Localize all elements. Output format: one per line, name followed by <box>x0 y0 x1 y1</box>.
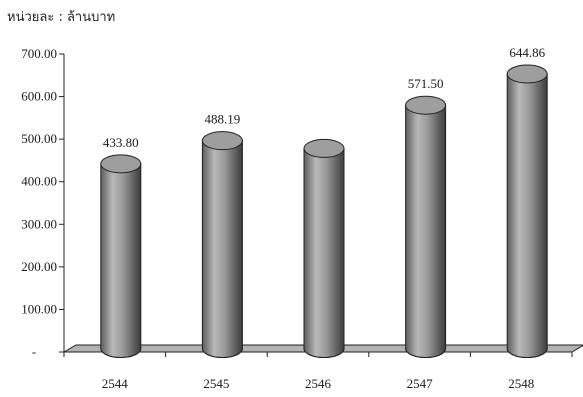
bar <box>100 154 142 358</box>
data-label: 571.50 <box>408 76 444 91</box>
bar <box>405 95 447 358</box>
data-label: 644.86 <box>509 45 545 60</box>
bar-top <box>100 154 142 174</box>
bar-top <box>506 64 548 84</box>
y-tick-label: 400.00 <box>21 174 57 189</box>
y-tick-label: 100.00 <box>21 301 57 316</box>
x-tick-label: 2546 <box>305 376 332 391</box>
y-tick-label: 500.00 <box>21 131 57 146</box>
bar <box>506 64 548 358</box>
bar-top <box>405 95 447 115</box>
y-tick-label: 300.00 <box>21 216 57 231</box>
bar-top <box>201 131 243 151</box>
x-tick-label: 2547 <box>407 376 434 391</box>
bar-body <box>506 73 548 358</box>
x-tick-label: 2545 <box>203 376 229 391</box>
data-label: 488.19 <box>205 112 241 127</box>
bar <box>201 131 243 358</box>
y-tick-label: 600.00 <box>21 89 57 104</box>
y-tick-label: 700.00 <box>21 46 57 61</box>
bar-body <box>100 163 142 358</box>
bar <box>303 138 345 358</box>
unit-note: หน่วยละ : ล้านบาท <box>7 10 116 25</box>
data-label: 433.80 <box>103 135 139 150</box>
bar-top <box>303 138 345 158</box>
y-tick-label: - <box>32 344 36 359</box>
bar-body <box>405 104 447 358</box>
bar-body <box>201 140 243 358</box>
x-tick-label: 2548 <box>508 376 534 391</box>
x-tick-label: 2544 <box>102 376 129 391</box>
bar-body <box>303 147 345 358</box>
y-tick-label: 200.00 <box>21 259 57 274</box>
